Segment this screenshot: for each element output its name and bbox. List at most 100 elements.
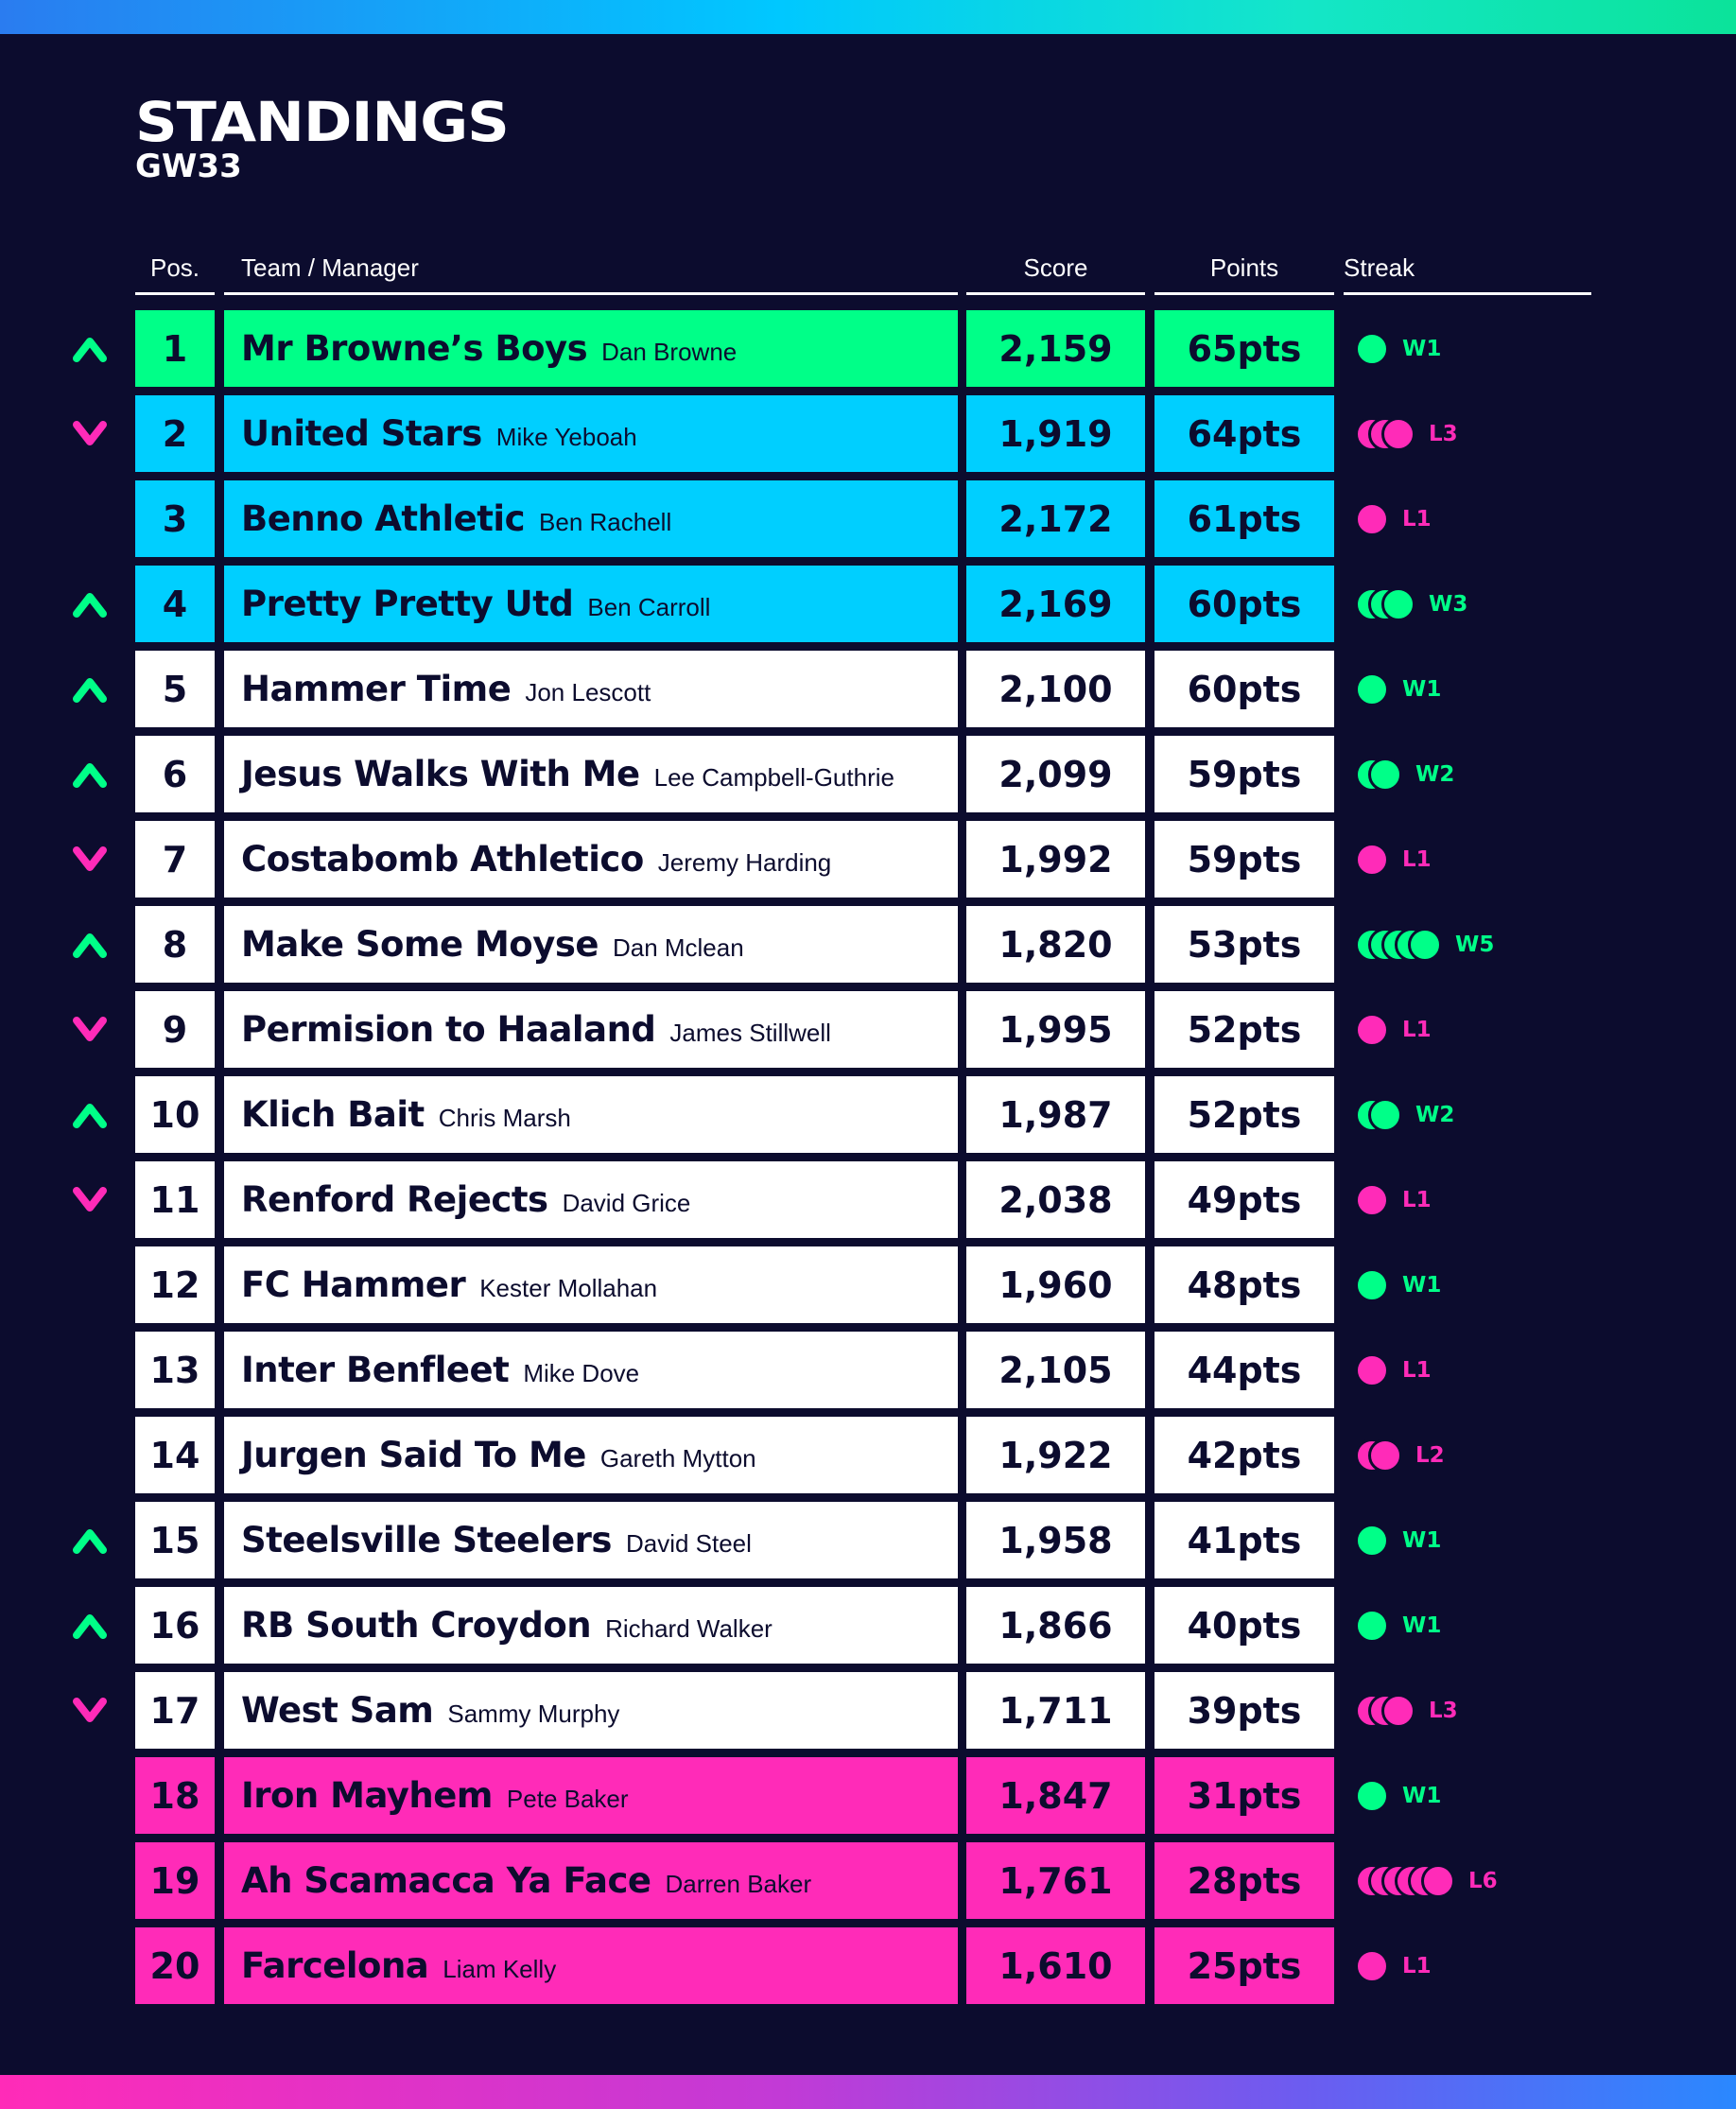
position-cell: 9 (135, 991, 215, 1068)
streak-indicator: W5 (1355, 906, 1494, 983)
team-name: Iron Mayhem (241, 1775, 493, 1816)
arrow-up-icon (68, 1093, 112, 1137)
streak-dot-icon (1355, 501, 1389, 536)
table-row[interactable]: 1 Mr Browne’s Boys Dan Browne 2,159 65pts W1 (0, 310, 1736, 387)
streak-indicator: L1 (1355, 1332, 1432, 1408)
table-row[interactable]: 18 Iron Mayhem Pete Baker 1,847 31pts W1 (0, 1757, 1736, 1834)
points-value: 59pts (1187, 753, 1302, 795)
streak-dots (1355, 1097, 1402, 1132)
score-value: 1,987 (998, 1093, 1113, 1136)
position-number: 19 (149, 1859, 200, 1902)
position-number: 17 (149, 1689, 200, 1732)
team-name: Mr Browne’s Boys (241, 328, 588, 369)
streak-indicator: W2 (1355, 1076, 1454, 1153)
score-value: 1,866 (998, 1604, 1113, 1647)
table-row[interactable]: 9 Permision to Haaland James Stillwell 1,99… (0, 991, 1736, 1068)
team-name: Ah Scamacca Ya Face (241, 1860, 651, 1901)
position-number: 20 (149, 1944, 200, 1987)
streak-label: W1 (1402, 336, 1442, 361)
position-cell: 10 (135, 1076, 215, 1153)
score-cell: 2,100 (966, 651, 1145, 727)
score-cell: 2,172 (966, 480, 1145, 557)
score-cell: 2,159 (966, 310, 1145, 387)
team-cell: Mr Browne’s Boys Dan Browne (224, 310, 958, 387)
team-name: RB South Croydon (241, 1605, 592, 1646)
team-cell: Hammer Time Jon Lescott (224, 651, 958, 727)
streak-label: W5 (1455, 932, 1495, 957)
table-row[interactable]: 10 Klich Bait Chris Marsh 1,987 52pts W2 (0, 1076, 1736, 1153)
points-cell: 52pts (1154, 991, 1334, 1068)
manager-name: Sammy Murphy (447, 1699, 620, 1728)
position-cell: 19 (135, 1842, 215, 1919)
manager-name: James Stillwell (669, 1019, 831, 1047)
table-row[interactable]: 7 Costabomb Athletico Jeremy Harding 1,992 5… (0, 821, 1736, 898)
team-name: Renford Rejects (241, 1179, 548, 1220)
table-row[interactable]: 13 Inter Benfleet Mike Dove 2,105 44pts L1 (0, 1332, 1736, 1408)
position-cell: 1 (135, 310, 215, 387)
table-row[interactable]: 4 Pretty Pretty Utd Ben Carroll 2,169 60pts W… (0, 566, 1736, 642)
streak-label: W1 (1402, 1612, 1442, 1638)
score-value: 1,919 (998, 412, 1113, 455)
points-cell: 25pts (1154, 1927, 1334, 2004)
score-value: 2,172 (998, 497, 1113, 540)
streak-dots (1355, 1182, 1389, 1217)
score-cell: 1,847 (966, 1757, 1145, 1834)
table-row[interactable]: 6 Jesus Walks With Me Lee Campbell-Guthrie… (0, 736, 1736, 812)
points-cell: 61pts (1154, 480, 1334, 557)
streak-dot-icon (1355, 1778, 1389, 1813)
position-cell: 2 (135, 395, 215, 472)
table-row[interactable]: 5 Hammer Time Jon Lescott 2,100 60pts W1 (0, 651, 1736, 727)
team-cell: United Stars Mike Yeboah (224, 395, 958, 472)
score-cell: 1,610 (966, 1927, 1145, 2004)
arrow-down-icon (68, 1689, 112, 1733)
table-row[interactable]: 19 Ah Scamacca Ya Face Darren Baker 1,761 28… (0, 1842, 1736, 1919)
score-value: 1,995 (998, 1008, 1113, 1051)
streak-dots (1355, 1778, 1389, 1813)
table-row[interactable]: 15 Steelsville Steelers David Steel 1,958 41… (0, 1502, 1736, 1578)
table-row[interactable]: 14 Jurgen Said To Me Gareth Mytton 1,922 42p… (0, 1417, 1736, 1493)
points-cell: 42pts (1154, 1417, 1334, 1493)
position-number: 7 (162, 838, 188, 880)
table-row[interactable]: 2 United Stars Mike Yeboah 1,919 64pts L3 (0, 395, 1736, 472)
streak-dot-icon (1421, 1863, 1455, 1898)
streak-indicator: W1 (1355, 1587, 1441, 1664)
table-row[interactable]: 11 Renford Rejects David Grice 2,038 49pts L1 (0, 1161, 1736, 1238)
table-row[interactable]: 20 Farcelona Liam Kelly 1,610 25pts L1 (0, 1927, 1736, 2004)
table-row[interactable]: 3 Benno Athletic Ben Rachell 2,172 61pts L1 (0, 480, 1736, 557)
points-cell: 64pts (1154, 395, 1334, 472)
manager-name: David Steel (625, 1529, 752, 1558)
manager-name: Pete Baker (506, 1785, 629, 1813)
points-cell: 60pts (1154, 651, 1334, 727)
team-name: Permision to Haaland (241, 1009, 656, 1050)
manager-name: Mike Dove (523, 1359, 640, 1387)
streak-indicator: W1 (1355, 1246, 1441, 1323)
points-value: 65pts (1187, 327, 1302, 370)
streak-dot-icon (1355, 671, 1389, 706)
streak-indicator: W2 (1355, 736, 1454, 812)
position-cell: 3 (135, 480, 215, 557)
streak-label: L2 (1415, 1442, 1445, 1468)
arrow-down-icon (68, 838, 112, 881)
streak-dots (1355, 586, 1415, 621)
position-cell: 20 (135, 1927, 215, 2004)
streak-indicator: L1 (1355, 1927, 1432, 2004)
position-cell: 14 (135, 1417, 215, 1493)
score-value: 2,169 (998, 583, 1113, 625)
points-cell: 49pts (1154, 1161, 1334, 1238)
streak-label: L6 (1468, 1868, 1498, 1893)
points-value: 52pts (1187, 1008, 1302, 1051)
points-cell: 39pts (1154, 1672, 1334, 1749)
points-value: 25pts (1187, 1944, 1302, 1987)
table-row[interactable]: 16 RB South Croydon Richard Walker 1,866 40p… (0, 1587, 1736, 1664)
position-cell: 6 (135, 736, 215, 812)
streak-dots (1355, 1693, 1415, 1728)
table-row[interactable]: 12 FC Hammer Kester Mollahan 1,960 48pts W1 (0, 1246, 1736, 1323)
table-row[interactable]: 8 Make Some Moyse Dan Mclean 1,820 53pts W5 (0, 906, 1736, 983)
table-row[interactable]: 17 West Sam Sammy Murphy 1,711 39pts L3 (0, 1672, 1736, 1749)
position-cell: 17 (135, 1672, 215, 1749)
points-cell: 59pts (1154, 736, 1334, 812)
streak-dots (1355, 1608, 1389, 1643)
streak-indicator: W1 (1355, 310, 1441, 387)
team-name: Pretty Pretty Utd (241, 584, 574, 624)
score-cell: 2,038 (966, 1161, 1145, 1238)
